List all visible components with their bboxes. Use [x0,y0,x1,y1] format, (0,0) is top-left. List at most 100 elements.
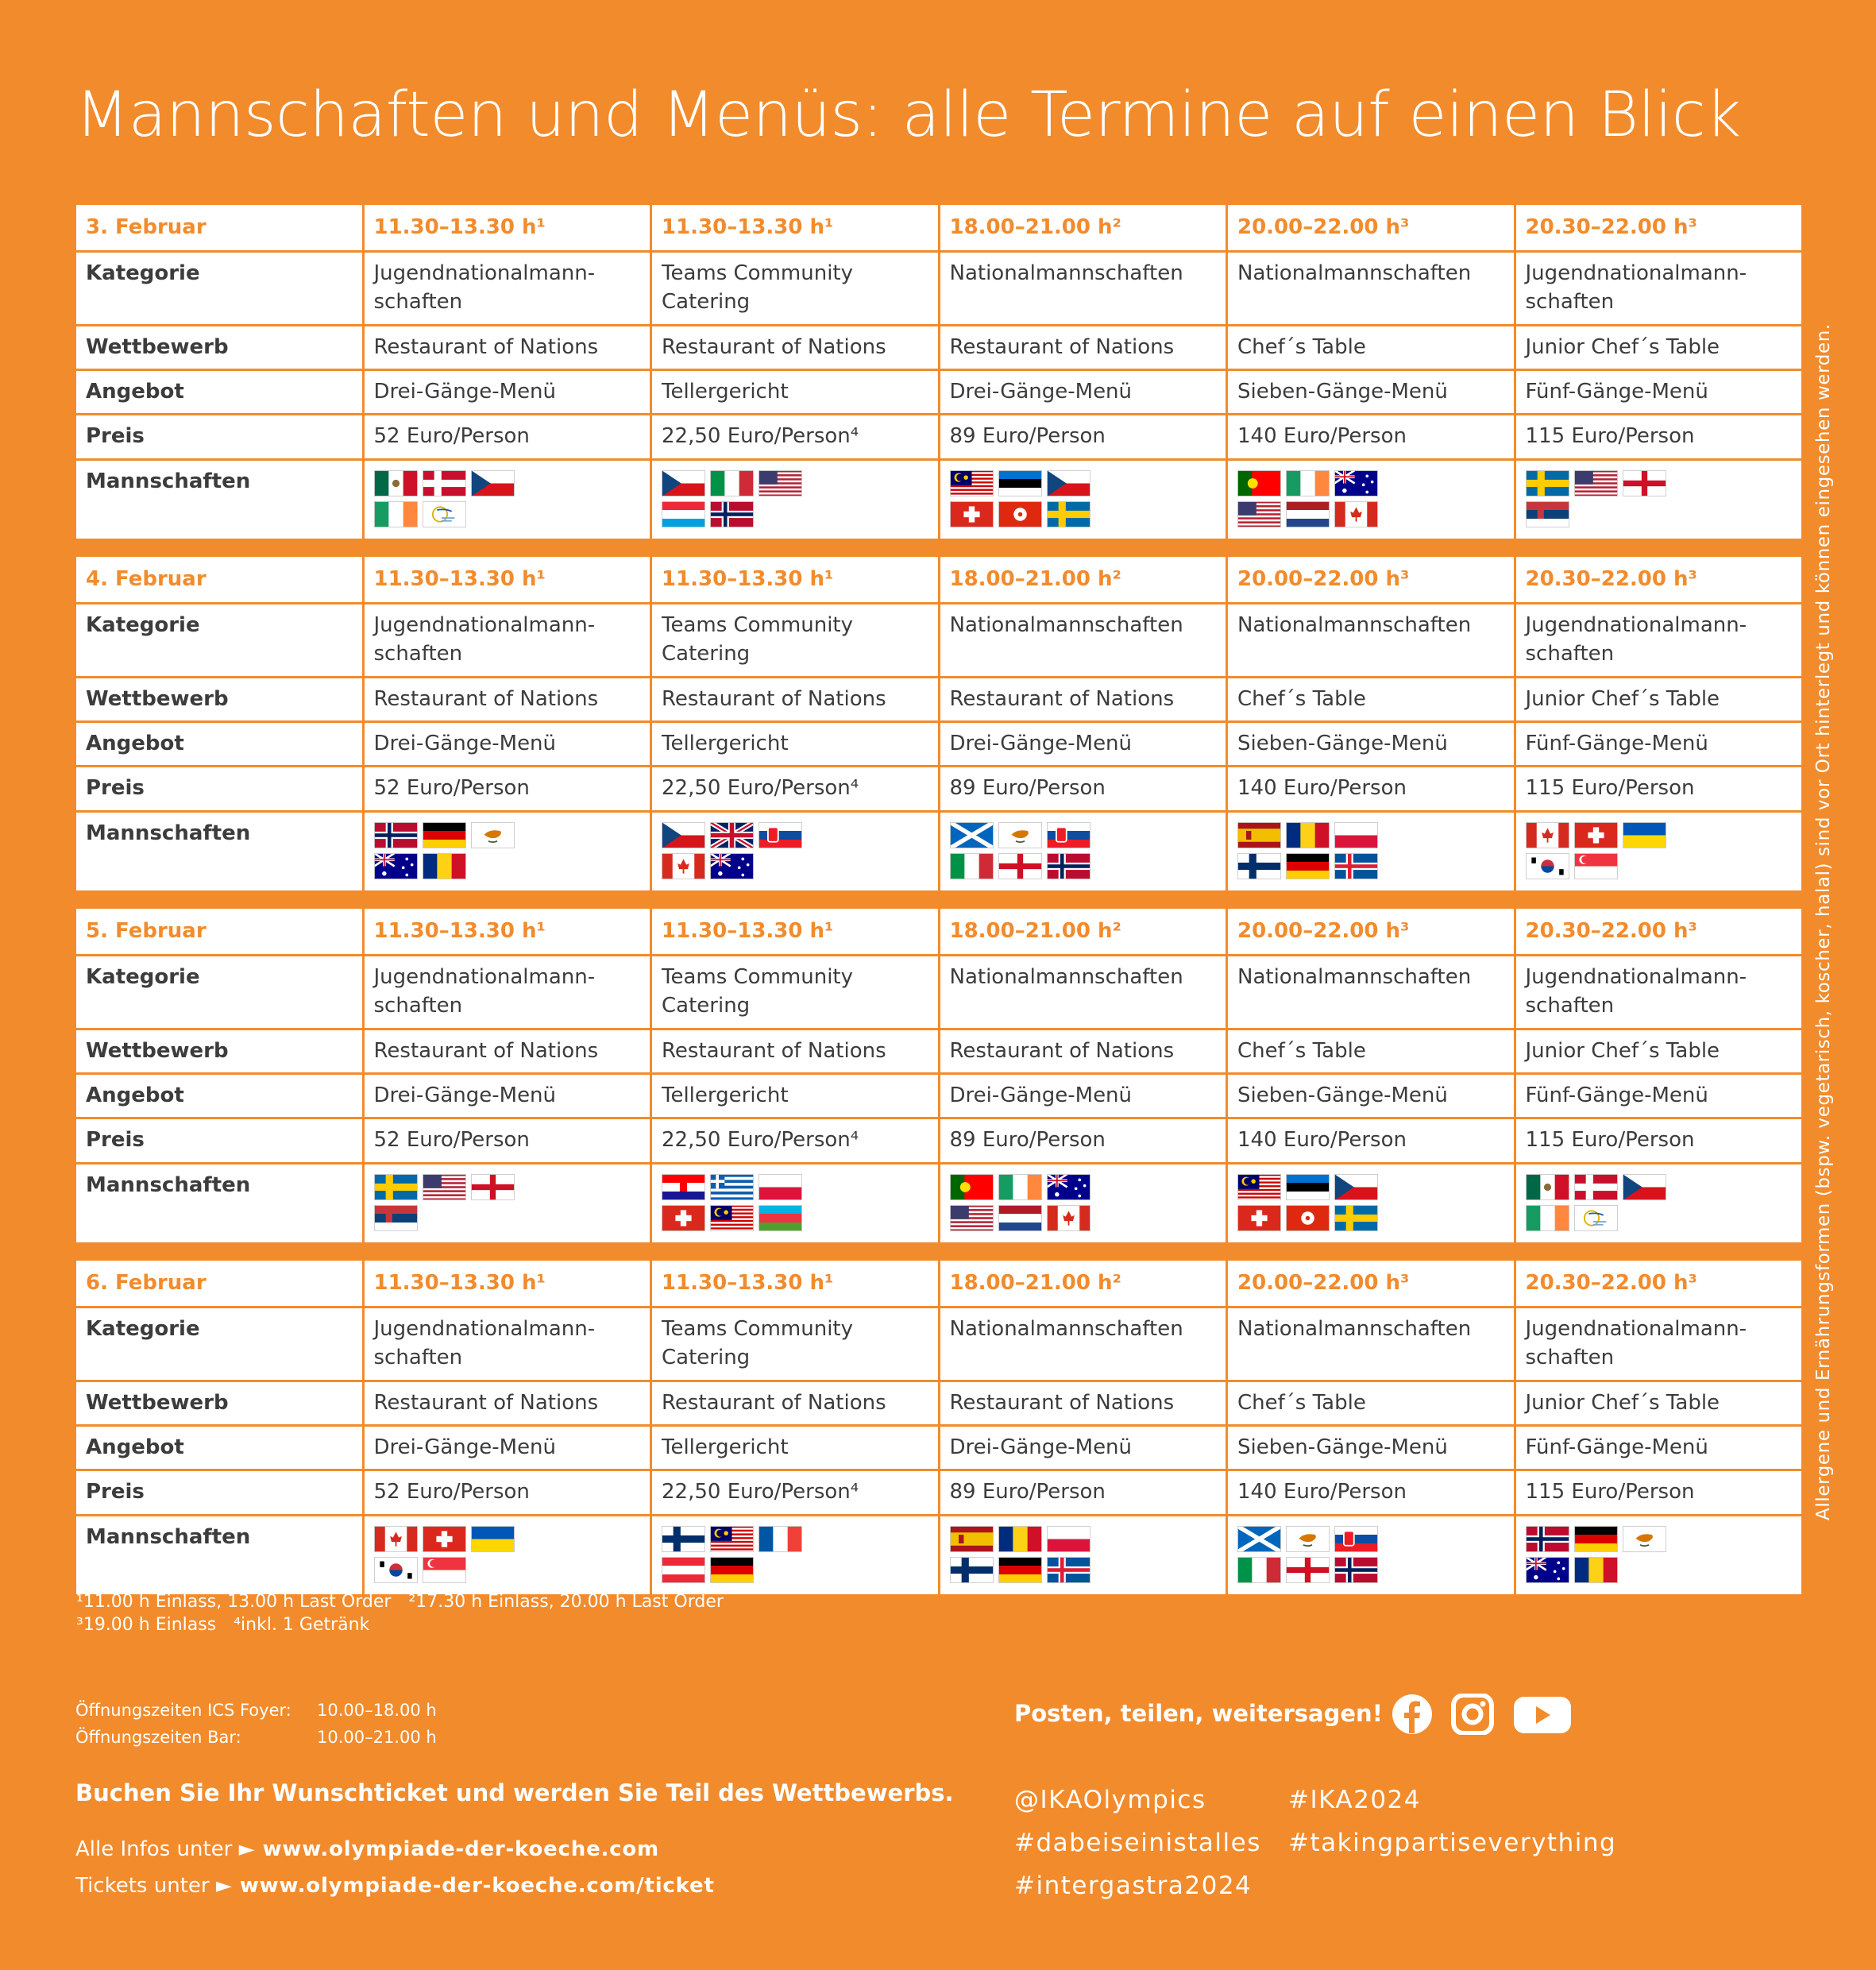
flag [1573,1205,1618,1231]
time-slot: 20.30–22.00 h³ [1515,1261,1801,1306]
cell-value: Restaurant of Nations [940,1030,1226,1072]
teams-cell [652,1516,938,1594]
row-label: Angebot [76,371,362,413]
row-label: Mannschaften [76,813,362,890]
cell-value: Restaurant of Nations [652,326,938,369]
cell-value: 52 Euro/Person [364,415,650,458]
flag [1046,501,1090,527]
flag [1525,470,1569,496]
row-label: Preis [76,1471,362,1514]
cell-value: Teams Community Catering [652,605,938,676]
cell-value: Drei-Gänge-Menü [364,723,650,765]
link-label: Tickets unter ► [75,1874,232,1898]
flag [1573,470,1618,496]
cell-value: 140 Euro/Person [1228,1119,1514,1162]
hashtag[interactable]: #IKA2024 [1288,1786,1421,1814]
cell-value: Fünf-Gänge-Menü [1515,723,1801,765]
flag [998,1205,1042,1231]
flag [373,822,418,848]
cell-value: 89 Euro/Person [940,767,1226,810]
flag [710,501,754,527]
flag-row [1237,1526,1504,1552]
flag [1525,1174,1569,1200]
footnote: ³19.00 h Einlass [76,1615,217,1635]
time-slot: 11.30–13.30 h¹ [652,205,938,250]
flag-group [1525,1523,1793,1583]
cell-value: Tellergericht [652,1427,938,1469]
cell-value: Drei-Gänge-Menü [940,371,1226,413]
cell-value: 89 Euro/Person [940,1119,1226,1162]
flag-row [1237,1557,1504,1583]
row-label: Angebot [76,1427,362,1469]
flag-row [1525,1557,1793,1583]
cell-value: Jugendnationalmann-schaften [1515,956,1801,1028]
flag-row [373,1205,641,1231]
flag [710,1174,754,1200]
teams-cell [1228,1516,1514,1594]
teams-cell [940,1165,1226,1242]
date: 5. Februar [76,909,362,954]
link-url[interactable]: www.olympiade-der-koeche.com [262,1837,659,1861]
hashtag[interactable]: #dabeiseinistalles [1014,1829,1261,1857]
cell-value: 140 Euro/Person [1228,415,1514,458]
teams-cell [1515,813,1801,890]
time-slot: 20.30–22.00 h³ [1515,909,1801,954]
flag-row [949,1526,1217,1552]
flag [949,853,994,879]
row-label: Kategorie [76,1308,362,1380]
flag [998,1174,1042,1200]
hashtag[interactable]: #intergastra2024 [1014,1872,1253,1900]
link-url[interactable]: www.olympiade-der-koeche.com/ticket [239,1874,715,1898]
flag [998,822,1042,848]
cell-value: Restaurant of Nations [652,1030,938,1072]
hours-row: Öffnungszeiten Bar: 10.00–21.00 h [75,1728,437,1747]
flag [1573,822,1618,848]
flag [949,1205,994,1231]
flag [949,501,994,527]
facebook-icon[interactable] [1392,1694,1432,1734]
flag [1046,822,1090,848]
cell-value: Junior Chef´s Table [1515,326,1801,369]
date: 3. Februar [76,205,362,250]
cell-value: Chef´s Table [1228,1382,1514,1424]
flag-row [949,822,1217,848]
hours-label: Öffnungszeiten ICS Foyer: [75,1701,291,1720]
flag [759,1526,802,1552]
flag-group [662,1171,928,1231]
flag [1286,853,1330,879]
hashtag[interactable]: @IKAOlympics [1014,1786,1206,1814]
instagram-icon[interactable] [1451,1694,1494,1735]
flag-group [1237,819,1504,879]
youtube-icon[interactable] [1514,1697,1571,1733]
flag [373,1174,418,1200]
flag [422,1557,466,1583]
cell-value: Junior Chef´s Table [1515,678,1801,720]
flag [1622,470,1666,496]
cell-value: Nationalmannschaften [940,253,1226,324]
social-heading: Posten, teilen, weitersagen! [1014,1700,1383,1727]
hashtag[interactable]: #takingpartiseverything [1288,1829,1617,1857]
flag [1573,1174,1618,1200]
link-row: Tickets unter ► www.olympiade-der-koeche.… [75,1874,715,1898]
row-label: Kategorie [76,605,362,676]
flag-row [949,1557,1217,1583]
cell-value: Restaurant of Nations [364,326,650,369]
cell-value: 115 Euro/Person [1515,1119,1801,1162]
cell-value: Chef´s Table [1228,678,1514,720]
flag-group [949,467,1217,527]
teams-cell [652,461,938,539]
flag-row [949,470,1217,496]
flag [1237,501,1281,527]
flag [949,822,994,848]
footnote: ⁴inkl. 1 Getränk [234,1615,370,1635]
flag [1237,1557,1281,1583]
cell-value: Nationalmannschaften [1228,605,1514,676]
teams-cell [1228,813,1514,890]
teams-cell [940,461,1226,539]
flag [422,1526,466,1552]
teams-cell [940,813,1226,890]
flag [1525,822,1569,848]
cell-value: Nationalmannschaften [940,956,1226,1028]
row-label: Preis [76,1119,362,1162]
flag-group [949,1523,1217,1583]
